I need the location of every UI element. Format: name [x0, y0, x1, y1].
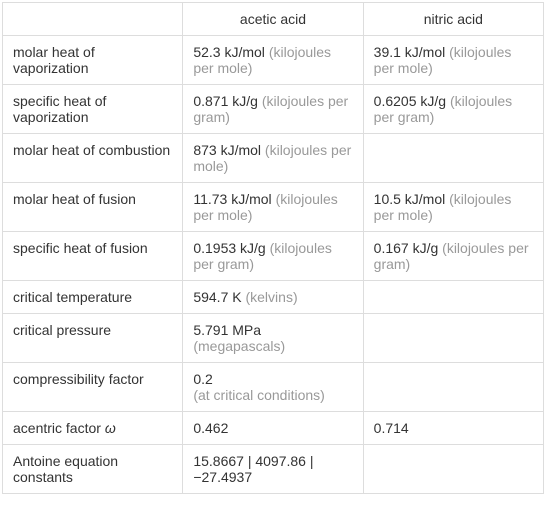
- properties-table: acetic acid nitric acid molar heat of va…: [2, 2, 544, 494]
- cell-nitric: [363, 314, 543, 363]
- row-label-specific-heat-fusion: specific heat of fusion: [3, 232, 183, 281]
- value-text: 39.1 kJ/mol: [374, 44, 449, 60]
- cell-nitric: [363, 134, 543, 183]
- cell-acetic: 0.871 kJ/g (kilojoules per gram): [183, 85, 363, 134]
- value-text: 0.167 kJ/g: [374, 240, 443, 256]
- cell-acetic: 0.1953 kJ/g (kilojoules per gram): [183, 232, 363, 281]
- header-row: acetic acid nitric acid: [3, 3, 544, 36]
- cell-nitric: 0.6205 kJ/g (kilojoules per gram): [363, 85, 543, 134]
- table-row: specific heat of fusion 0.1953 kJ/g (kil…: [3, 232, 544, 281]
- value-text: 0.6205 kJ/g: [374, 93, 450, 109]
- cell-nitric: [363, 363, 543, 412]
- table-row: molar heat of fusion 11.73 kJ/mol (kiloj…: [3, 183, 544, 232]
- row-label-molar-heat-vap: molar heat of vaporization: [3, 36, 183, 85]
- row-label-critical-pressure: critical pressure: [3, 314, 183, 363]
- header-empty: [3, 3, 183, 36]
- value-text: 0.871 kJ/g: [193, 93, 262, 109]
- table-row: molar heat of vaporization 52.3 kJ/mol (…: [3, 36, 544, 85]
- omega-symbol: ω: [105, 420, 116, 436]
- row-label-molar-heat-fusion: molar heat of fusion: [3, 183, 183, 232]
- cell-acetic: 873 kJ/mol (kilojoules per mole): [183, 134, 363, 183]
- cell-nitric: 10.5 kJ/mol (kilojoules per mole): [363, 183, 543, 232]
- cell-acetic: 0.2(at critical conditions): [183, 363, 363, 412]
- cell-acetic: 0.462: [183, 412, 363, 445]
- cell-acetic: 594.7 K (kelvins): [183, 281, 363, 314]
- cell-nitric: 39.1 kJ/mol (kilojoules per mole): [363, 36, 543, 85]
- table-row: critical pressure 5.791 MPa (megapascals…: [3, 314, 544, 363]
- cell-nitric: [363, 281, 543, 314]
- label-text: acentric factor: [13, 420, 105, 436]
- unit-text: (megapascals): [193, 338, 285, 354]
- header-acetic: acetic acid: [183, 3, 363, 36]
- row-label-critical-temp: critical temperature: [3, 281, 183, 314]
- unit-text: (at critical conditions): [193, 387, 325, 403]
- value-text: 52.3 kJ/mol: [193, 44, 268, 60]
- value-text: 10.5 kJ/mol: [374, 191, 449, 207]
- cell-acetic: 11.73 kJ/mol (kilojoules per mole): [183, 183, 363, 232]
- table-row: Antoine equation constants 15.8667 | 409…: [3, 445, 544, 494]
- cell-acetic: 15.8667 | 4097.86 | −27.4937: [183, 445, 363, 494]
- table-row: molar heat of combustion 873 kJ/mol (kil…: [3, 134, 544, 183]
- row-label-antoine: Antoine equation constants: [3, 445, 183, 494]
- value-text: 594.7 K: [193, 289, 245, 305]
- value-text: 15.8667 | 4097.86 | −27.4937: [193, 453, 313, 485]
- cell-nitric: 0.167 kJ/g (kilojoules per gram): [363, 232, 543, 281]
- value-text: 0.462: [193, 420, 228, 436]
- cell-acetic: 52.3 kJ/mol (kilojoules per mole): [183, 36, 363, 85]
- value-text: 0.714: [374, 420, 409, 436]
- table-row: specific heat of vaporization 0.871 kJ/g…: [3, 85, 544, 134]
- row-label-molar-heat-comb: molar heat of combustion: [3, 134, 183, 183]
- cell-acetic: 5.791 MPa (megapascals): [183, 314, 363, 363]
- table-row: compressibility factor 0.2(at critical c…: [3, 363, 544, 412]
- unit-text: (kelvins): [245, 289, 297, 305]
- header-nitric: nitric acid: [363, 3, 543, 36]
- table-row: acentric factor ω 0.462 0.714: [3, 412, 544, 445]
- value-text: 873 kJ/mol: [193, 142, 265, 158]
- table-row: critical temperature 594.7 K (kelvins): [3, 281, 544, 314]
- cell-nitric: [363, 445, 543, 494]
- row-label-acentric: acentric factor ω: [3, 412, 183, 445]
- row-label-compressibility: compressibility factor: [3, 363, 183, 412]
- value-text: 0.2: [193, 371, 212, 387]
- value-text: 5.791 MPa: [193, 322, 261, 338]
- value-text: 0.1953 kJ/g: [193, 240, 269, 256]
- value-text: 11.73 kJ/mol: [193, 191, 275, 207]
- cell-nitric: 0.714: [363, 412, 543, 445]
- row-label-specific-heat-vap: specific heat of vaporization: [3, 85, 183, 134]
